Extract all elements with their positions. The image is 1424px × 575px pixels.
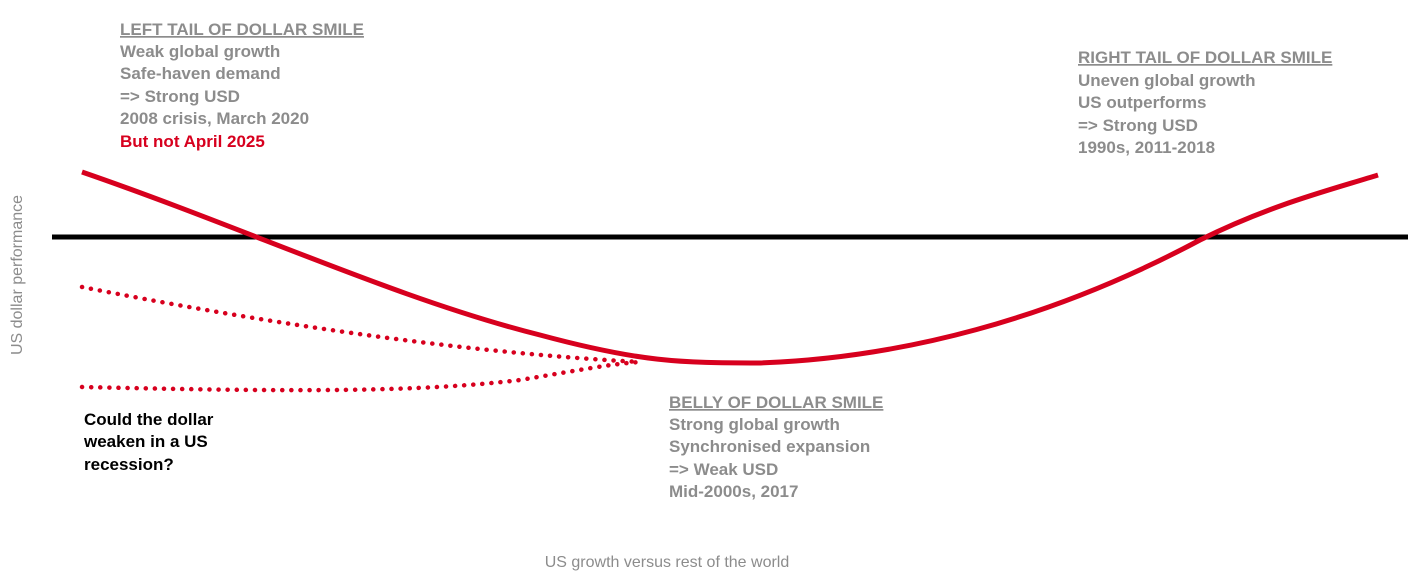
- question-line: weaken in a US: [83, 432, 208, 451]
- text-line: => Strong USD: [120, 87, 240, 106]
- text-line: Weak global growth: [120, 42, 280, 61]
- x-axis-label: US growth versus rest of the world: [545, 554, 790, 571]
- dotted-curve: [79, 284, 643, 365]
- highlight: But not April 2025: [120, 132, 265, 151]
- heading: LEFT TAIL OF DOLLAR SMILE: [120, 20, 364, 39]
- dotted-curve: [79, 359, 643, 393]
- y-axis-label: US dollar performance: [9, 195, 26, 355]
- text-line: US outperforms: [1078, 93, 1206, 112]
- text-line: => Strong USD: [1078, 116, 1198, 135]
- text-line: 2008 crisis, March 2020: [120, 109, 309, 128]
- text-line: Uneven global growth: [1078, 71, 1256, 90]
- smile-curve: [81, 169, 1379, 366]
- text-line: => Weak USD: [669, 460, 778, 479]
- text-line: Strong global growth: [669, 415, 840, 434]
- text-line: Safe-haven demand: [120, 64, 281, 83]
- heading: BELLY OF DOLLAR SMILE: [669, 393, 883, 412]
- text-line: 1990s, 2011-2018: [1078, 138, 1215, 157]
- heading: RIGHT TAIL OF DOLLAR SMILE: [1078, 48, 1332, 67]
- text-line: Synchronised expansion: [669, 437, 870, 456]
- text-line: Mid-2000s, 2017: [669, 482, 798, 501]
- question-line: Could the dollar: [84, 410, 214, 429]
- question-line: recession?: [84, 455, 174, 474]
